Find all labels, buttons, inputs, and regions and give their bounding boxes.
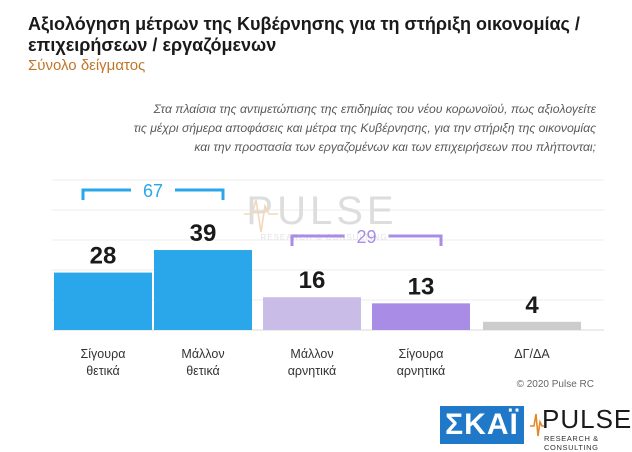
- bar-value-label: 4: [525, 292, 539, 319]
- category-label: Σίγουρα: [399, 347, 444, 361]
- bracket-total-label: 29: [356, 227, 376, 247]
- category-label: Μάλλον: [181, 347, 224, 361]
- category-label: Σίγουρα: [81, 347, 126, 361]
- pulse-logo-tagline: RESEARCH & CONSULTING: [544, 434, 599, 452]
- pulse-logo: PULSE RESEARCH & CONSULTING: [530, 404, 631, 452]
- bar-value-label: 16: [299, 267, 326, 294]
- bar: [372, 303, 470, 330]
- bar: [54, 272, 152, 330]
- bar-value-label: 13: [408, 273, 435, 300]
- watermark-name: PULSE: [246, 189, 397, 233]
- category-label: Μάλλον: [290, 347, 333, 361]
- category-label: αρνητικά: [288, 364, 337, 378]
- bar: [263, 297, 361, 330]
- survey-question: Στα πλαίσια της αντιμετώπισης της επιδημ…: [133, 102, 596, 154]
- bar: [483, 321, 581, 330]
- bracket-total-label: 67: [143, 181, 163, 201]
- category-label: θετικά: [186, 364, 220, 378]
- bracket-line: [81, 188, 225, 200]
- pulse-logo-name: PULSE: [542, 404, 632, 434]
- bar: [154, 250, 252, 330]
- pulse-wave-icon: [530, 413, 544, 437]
- category-label: ΔΓ/ΔΑ: [514, 347, 550, 361]
- watermark-wave-icon: [244, 199, 278, 233]
- bracket-line: [290, 234, 443, 246]
- skai-logo: ΣΚΑΪ: [440, 406, 524, 444]
- category-label: θετικά: [86, 364, 120, 378]
- category-label: αρνητικά: [397, 364, 446, 378]
- bar-value-label: 28: [90, 243, 117, 270]
- chart-subtitle: Σύνολο δείγματος: [28, 57, 146, 74]
- bar-value-label: 39: [190, 220, 217, 247]
- chart-title: Αξιολόγηση μέτρων της Κυβέρνησης για τη …: [28, 14, 580, 55]
- copyright-note: © 2020 Pulse RC: [516, 379, 594, 390]
